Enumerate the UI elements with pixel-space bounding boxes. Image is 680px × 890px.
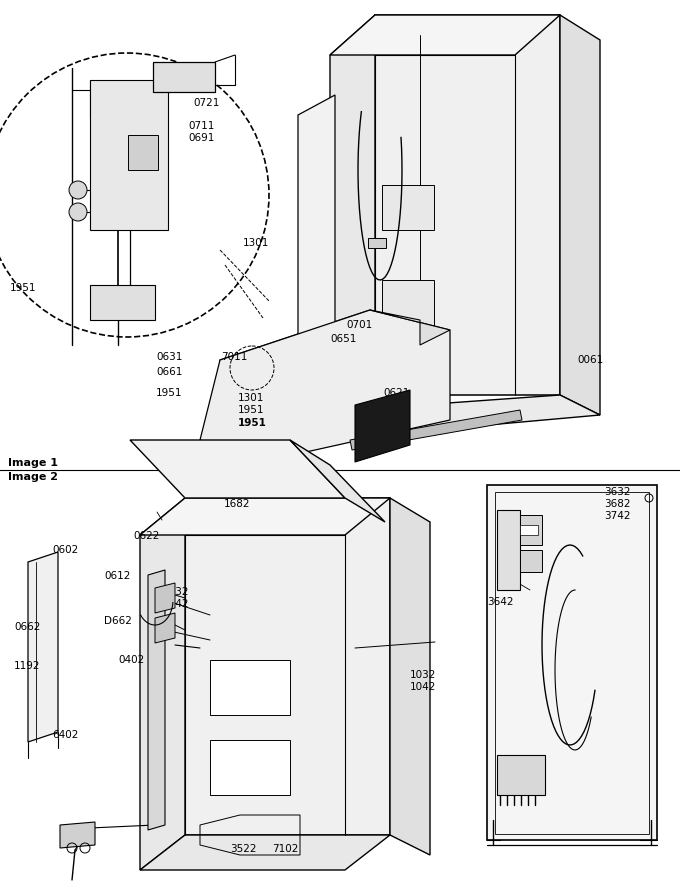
- Text: Image 2: Image 2: [8, 472, 58, 482]
- Polygon shape: [185, 498, 390, 835]
- Bar: [520, 525, 538, 535]
- Polygon shape: [28, 552, 58, 742]
- Text: 0662: 0662: [14, 622, 40, 632]
- Text: 0691: 0691: [188, 133, 214, 143]
- Polygon shape: [497, 755, 545, 795]
- Bar: [210, 660, 290, 715]
- Polygon shape: [140, 498, 185, 870]
- Polygon shape: [330, 15, 375, 440]
- Text: 0661: 0661: [156, 367, 182, 377]
- Text: 0061: 0061: [577, 355, 603, 365]
- Text: 0612: 0612: [104, 571, 131, 581]
- Polygon shape: [390, 498, 430, 855]
- Text: 0701: 0701: [346, 320, 372, 330]
- Text: 1951: 1951: [238, 405, 265, 415]
- Text: 0402: 0402: [118, 655, 144, 665]
- Polygon shape: [155, 583, 175, 613]
- Bar: [495, 492, 649, 834]
- Text: 1442: 1442: [163, 599, 190, 609]
- Polygon shape: [140, 498, 390, 535]
- Text: 0611: 0611: [362, 406, 388, 416]
- Polygon shape: [355, 390, 410, 462]
- Text: 3632: 3632: [604, 487, 630, 497]
- Polygon shape: [200, 310, 450, 460]
- Text: 0602: 0602: [52, 545, 78, 555]
- Polygon shape: [130, 440, 345, 498]
- Polygon shape: [128, 135, 158, 170]
- Polygon shape: [375, 15, 560, 395]
- Circle shape: [69, 181, 87, 199]
- Text: 3742: 3742: [604, 511, 630, 521]
- Polygon shape: [280, 395, 600, 440]
- Polygon shape: [350, 410, 522, 450]
- Bar: [382, 280, 434, 325]
- Text: Image 1: Image 1: [8, 458, 58, 468]
- Text: 7102: 7102: [272, 844, 299, 854]
- Text: D662: D662: [104, 616, 132, 626]
- Text: 3642: 3642: [487, 597, 513, 607]
- Text: 0621: 0621: [383, 388, 409, 398]
- Bar: [487, 485, 657, 840]
- Text: 1301: 1301: [238, 393, 265, 403]
- Polygon shape: [153, 62, 215, 92]
- Text: 1042: 1042: [410, 682, 437, 692]
- Bar: [368, 238, 386, 248]
- Polygon shape: [140, 835, 390, 870]
- Polygon shape: [497, 510, 520, 590]
- Text: 3682: 3682: [604, 499, 630, 509]
- Text: 1951: 1951: [156, 388, 182, 398]
- Text: 0721: 0721: [193, 98, 220, 108]
- Circle shape: [69, 203, 87, 221]
- Polygon shape: [330, 15, 560, 55]
- Polygon shape: [155, 613, 175, 643]
- Text: 7011: 7011: [221, 352, 248, 362]
- Bar: [210, 740, 290, 795]
- Text: 6402: 6402: [52, 730, 78, 740]
- Polygon shape: [90, 285, 155, 320]
- Text: 0651: 0651: [330, 334, 356, 344]
- Polygon shape: [60, 822, 95, 848]
- Text: 0711: 0711: [188, 121, 214, 131]
- Polygon shape: [370, 310, 450, 345]
- Polygon shape: [90, 80, 168, 230]
- Text: 0631: 0631: [156, 352, 182, 362]
- Text: 0622: 0622: [133, 531, 159, 541]
- Bar: [520, 515, 542, 545]
- Bar: [520, 550, 542, 572]
- Text: 1192: 1192: [14, 661, 41, 671]
- Circle shape: [0, 53, 269, 337]
- Polygon shape: [290, 440, 385, 522]
- Text: 1951: 1951: [10, 283, 37, 293]
- Text: 3522: 3522: [230, 844, 256, 854]
- Text: 1032: 1032: [410, 670, 437, 680]
- Text: 1951: 1951: [238, 418, 267, 428]
- Polygon shape: [560, 15, 600, 415]
- Bar: [382, 185, 434, 230]
- Text: 1682: 1682: [224, 499, 250, 509]
- Text: 1532: 1532: [163, 587, 190, 597]
- Text: 1301: 1301: [243, 238, 269, 248]
- Polygon shape: [298, 95, 335, 400]
- Polygon shape: [148, 570, 165, 830]
